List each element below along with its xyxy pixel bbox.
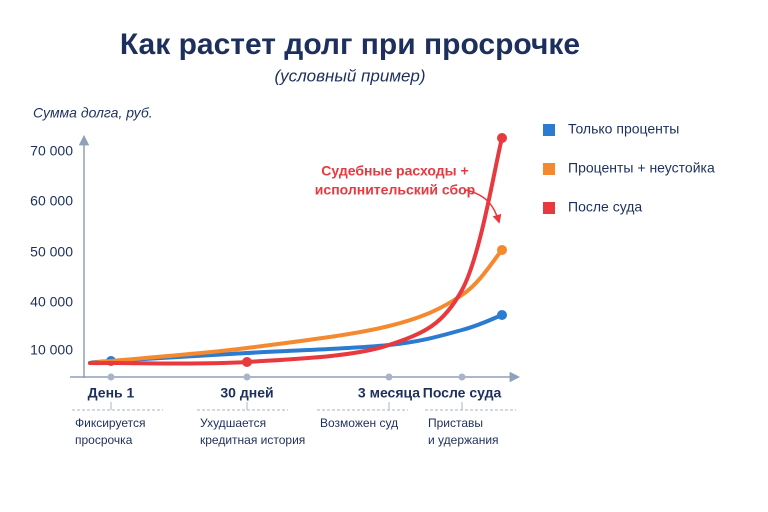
note: Фиксируется: [75, 416, 145, 430]
note: Ухудшается: [200, 416, 266, 430]
y-axis-label: Сумма долга, руб.: [33, 105, 153, 121]
y-tick-label: 70 000: [30, 143, 73, 159]
note: Приставы: [428, 416, 483, 430]
x-tick-label: 3 месяца: [358, 385, 420, 401]
point: [497, 310, 507, 320]
legend-label: Проценты + неустойка: [568, 160, 715, 176]
x-tick-label: День 1: [88, 385, 135, 401]
series-line: [88, 247, 504, 365]
point: [242, 357, 252, 367]
x-tick-label: После суда: [423, 385, 502, 401]
annotation: Судебные расходы +: [321, 163, 468, 179]
chart-subtitle: (условный пример): [274, 66, 425, 85]
note: Возможен суд: [320, 416, 398, 430]
legend-swatch: [543, 202, 555, 214]
point: [497, 244, 507, 255]
note: кредитная история: [200, 433, 305, 447]
legend-label: Только проценты: [568, 121, 679, 137]
x-tick: [243, 373, 251, 381]
point: [497, 133, 507, 143]
legend-swatch: [543, 163, 555, 175]
y-tick-label: 50 000: [30, 244, 73, 260]
chart-title: Как растет долг при просрочке: [120, 28, 580, 61]
x-tick: [107, 373, 115, 381]
note: и удержания: [428, 433, 499, 447]
x-tick-label: 30 дней: [220, 385, 273, 401]
annotation: исполнительский сбор: [315, 182, 475, 198]
x-tick: [458, 373, 466, 381]
legend-swatch: [543, 124, 555, 136]
series-line: [88, 136, 504, 366]
legend-label: После суда: [568, 199, 642, 215]
note: просрочка: [75, 433, 133, 447]
y-tick-label: 10 000: [30, 342, 73, 358]
y-tick-label: 40 000: [30, 294, 73, 310]
y-tick-label: 60 000: [30, 193, 73, 209]
x-tick: [385, 373, 393, 381]
